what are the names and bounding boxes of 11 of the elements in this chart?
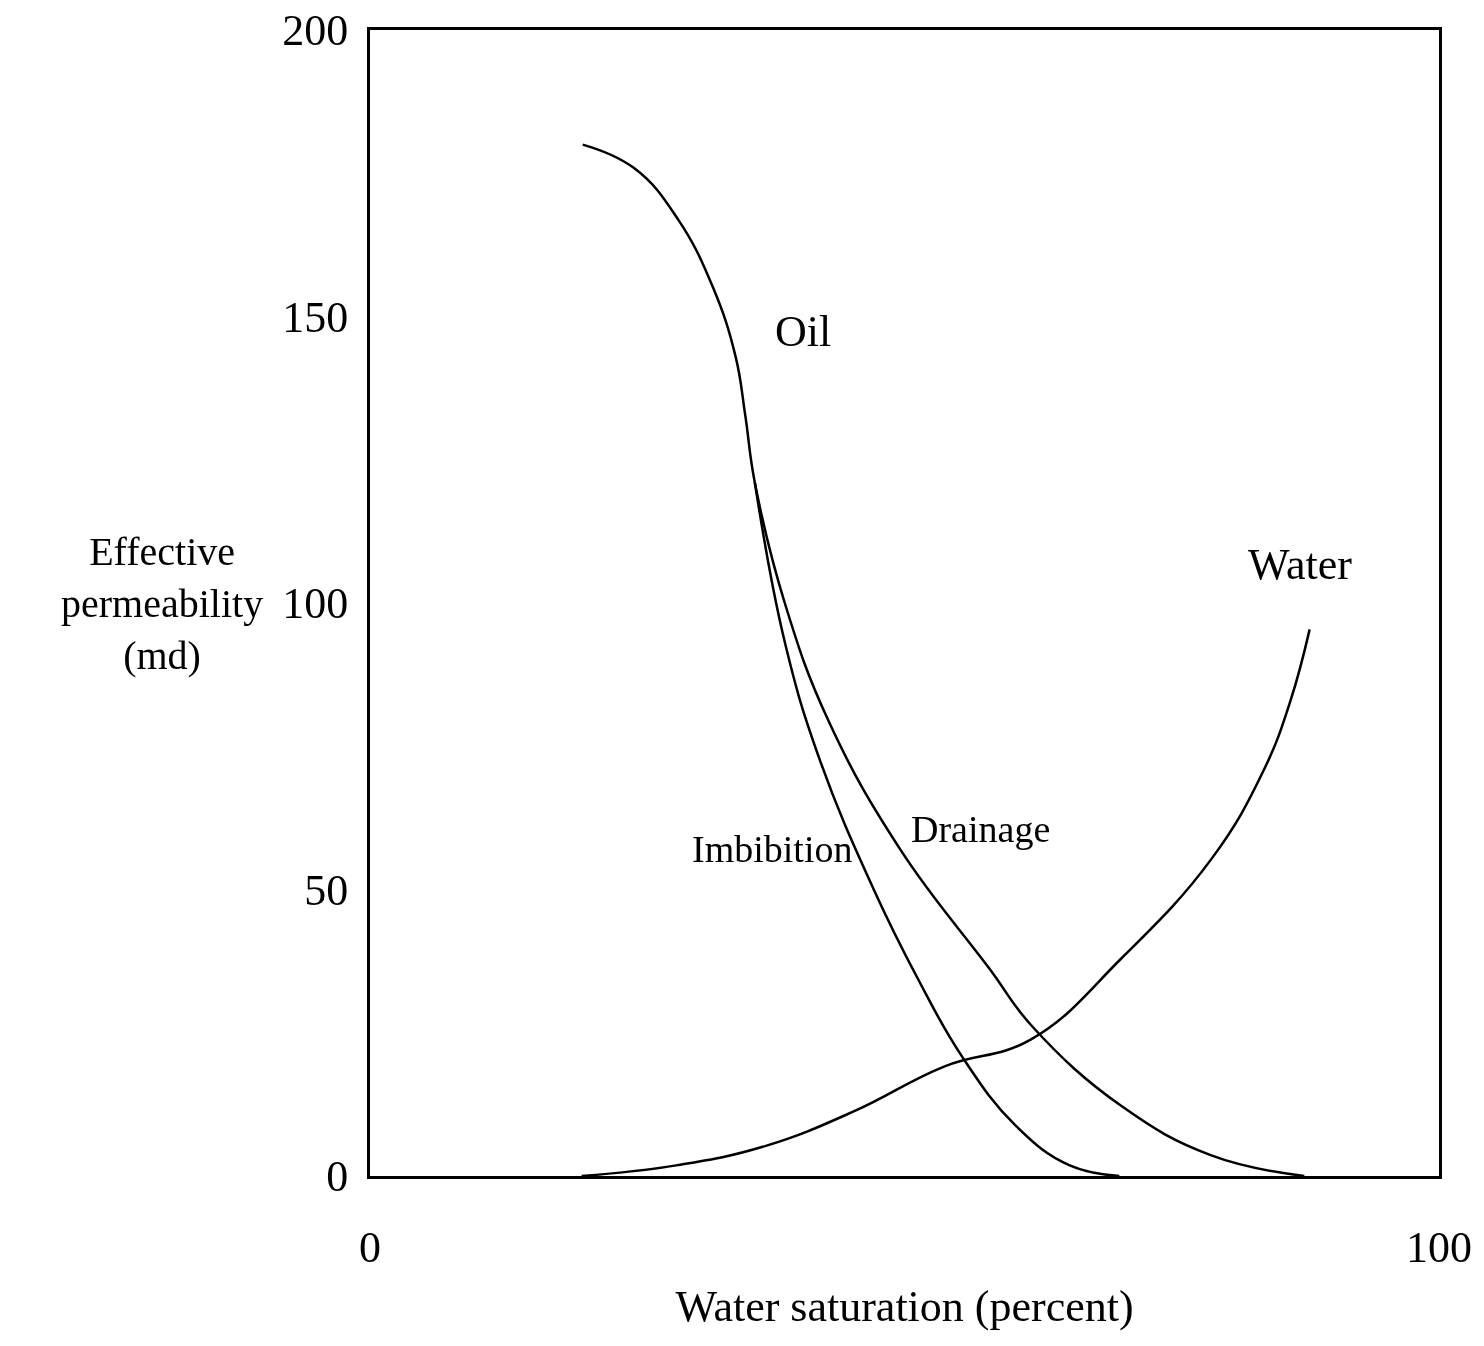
y-tick-label: 50 bbox=[304, 865, 349, 915]
series-label: Drainage bbox=[911, 808, 1051, 850]
y-tick-label: 150 bbox=[282, 292, 349, 342]
series-label: Water bbox=[1248, 540, 1353, 589]
series-label: Imbibition bbox=[692, 828, 853, 870]
y-tick-label: 0 bbox=[326, 1152, 349, 1202]
y-tick-label: 200 bbox=[282, 6, 349, 56]
annotation: Oil bbox=[775, 307, 832, 356]
y-tick-label: 100 bbox=[282, 579, 349, 629]
y-axis-title: Effective permeability (md) bbox=[61, 529, 264, 678]
x-axis-title: Water saturation (percent) bbox=[675, 1282, 1134, 1332]
